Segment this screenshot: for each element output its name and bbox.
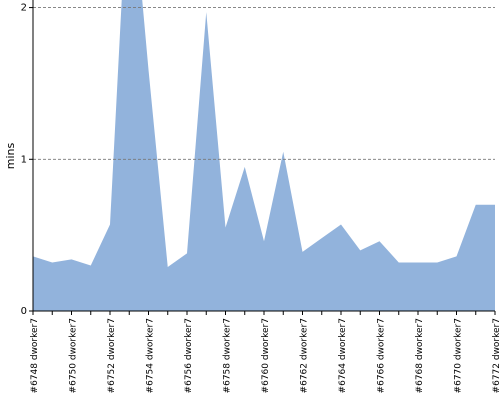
x-tick-label: #6760 dworker7 (261, 318, 271, 393)
x-tick-label: #6756 dworker7 (184, 318, 194, 393)
x-tick-label: #6770 dworker7 (454, 318, 464, 393)
x-tick-label: #6772 dworker7 (492, 318, 500, 393)
x-tick-label: #6766 dworker7 (377, 318, 387, 393)
x-tick-label: #6750 dworker7 (69, 318, 79, 393)
x-tick-label: #6754 dworker7 (146, 318, 156, 393)
y-axis-label: mins (4, 142, 17, 169)
x-tick-label: #6768 dworker7 (415, 318, 425, 393)
y-tick-label: 0 (21, 306, 27, 317)
x-tick-label: #6752 dworker7 (107, 318, 117, 393)
x-tick-label: #6758 dworker7 (223, 318, 233, 393)
x-tick-label: #6748 dworker7 (30, 318, 40, 393)
x-tick-label: #6762 dworker7 (300, 318, 310, 393)
y-tick-label: 2 (21, 3, 27, 14)
y-tick-label: 1 (21, 154, 27, 165)
area (33, 0, 495, 311)
x-tick-label: #6764 dworker7 (338, 318, 348, 393)
